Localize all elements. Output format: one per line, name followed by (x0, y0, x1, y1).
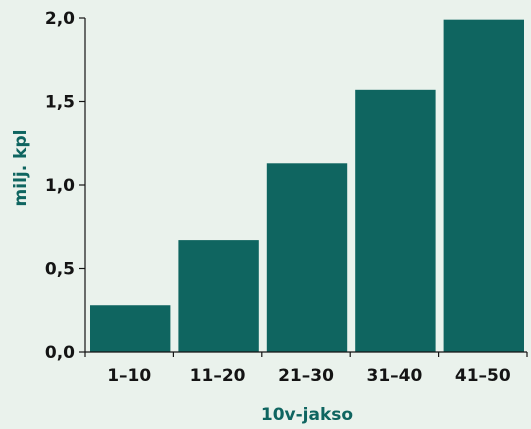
x-axis-label: 10v-jakso (261, 405, 353, 425)
x-tick-label: 31–40 (366, 366, 422, 386)
y-tick-label: 1,0 (45, 176, 75, 196)
x-tick-label: 41–50 (455, 366, 511, 386)
bar-5 (443, 19, 524, 352)
bar-3 (266, 163, 348, 352)
x-tick-label: 1–10 (107, 366, 151, 386)
x-tick-label: 11–20 (190, 366, 246, 386)
bar-2 (178, 240, 259, 352)
bars (90, 19, 524, 352)
x-tick-label: 21–30 (278, 366, 334, 386)
y-tick-label: 0,0 (45, 343, 75, 363)
y-ticks: 0,0 0,5 1,0 1,5 2,0 (45, 9, 85, 363)
y-axis-label: milj. kpl (11, 130, 31, 207)
bar-4 (355, 89, 436, 352)
x-ticks: 1–10 11–20 21–30 31–40 41–50 (84, 352, 528, 386)
bar-1 (90, 305, 171, 352)
y-tick-label: 2,0 (45, 9, 75, 29)
y-tick-label: 0,5 (45, 260, 75, 280)
y-tick-label: 1,5 (45, 93, 75, 113)
